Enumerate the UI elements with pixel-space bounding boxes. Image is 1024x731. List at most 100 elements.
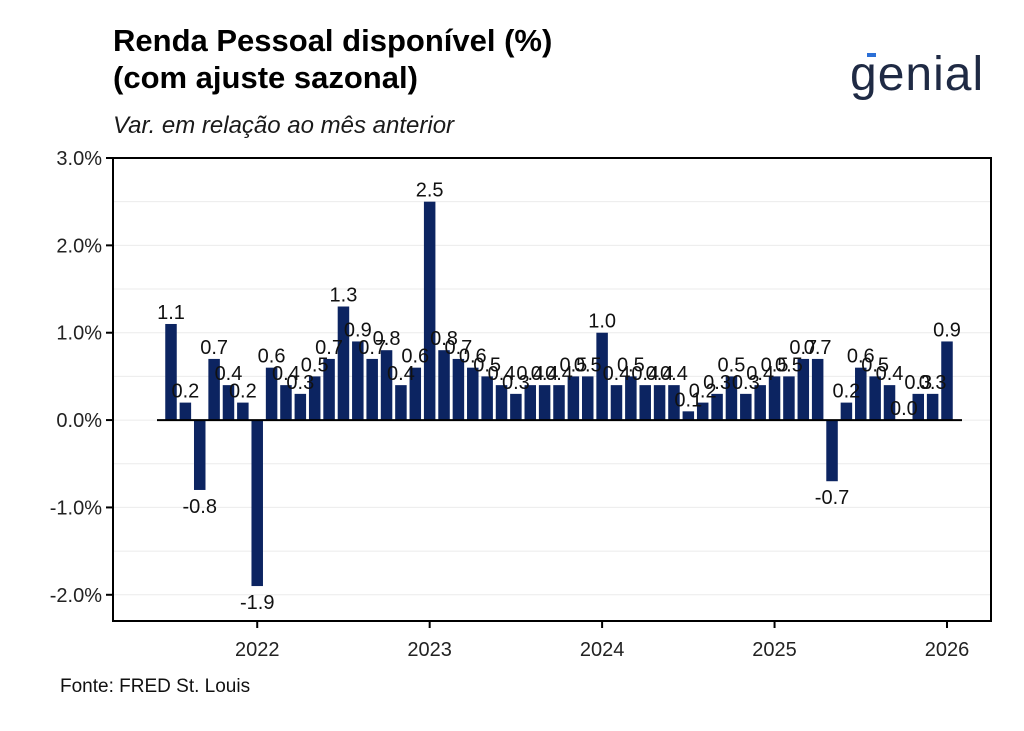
bar [926, 393, 939, 421]
x-tick-label: 2023 [407, 639, 452, 661]
bar [869, 376, 881, 421]
data-label: 0.4 [746, 363, 774, 385]
bar [280, 385, 292, 421]
bar [840, 402, 853, 421]
bar [237, 402, 249, 421]
bar [265, 367, 278, 421]
data-label: 0.3 [502, 372, 530, 394]
bar [251, 420, 263, 587]
chart-subtitle: Var. em relação ao mês anterior [113, 112, 455, 139]
data-label: 0.2 [229, 381, 257, 403]
bar [165, 323, 177, 421]
data-label: 0.4 [272, 363, 300, 385]
data-label: 0.7 [200, 337, 228, 359]
bar [639, 385, 651, 421]
bar [193, 420, 206, 490]
bar [883, 385, 896, 421]
data-label: 0.5 [761, 354, 789, 376]
x-tick-label: 2024 [580, 639, 625, 661]
bar [366, 358, 378, 421]
data-label: 0.4 [215, 363, 243, 385]
data-label: 0.4 [516, 363, 544, 385]
bar [380, 350, 393, 421]
data-label: 0.4 [631, 363, 659, 385]
bar [797, 358, 810, 421]
bar [524, 385, 537, 421]
data-label: -1.9 [240, 592, 274, 614]
bar [352, 341, 364, 421]
bar [423, 201, 436, 421]
data-label: 0.9 [933, 319, 961, 341]
bar [179, 402, 192, 421]
data-label: 0.2 [833, 381, 861, 403]
data-label: 0.3 [732, 372, 760, 394]
bar [553, 385, 565, 421]
data-label: 0.0 [890, 398, 918, 420]
bar [395, 385, 407, 421]
data-label: 0.7 [804, 337, 832, 359]
data-label: 1.3 [330, 285, 358, 307]
data-label: 1.0 [588, 311, 616, 333]
data-label: 0.4 [488, 363, 516, 385]
bar [725, 376, 738, 421]
chart-title: Renda Pessoal disponível (%) (com ajuste… [113, 23, 553, 95]
genial-logo: genial [850, 48, 1000, 112]
bar [610, 385, 623, 421]
data-label: 0.4 [531, 363, 559, 385]
data-label: 0.1 [674, 389, 702, 411]
bar [294, 393, 307, 421]
data-label: 0.5 [775, 354, 803, 376]
data-label: 0.5 [617, 354, 645, 376]
bar [467, 367, 479, 421]
x-tick-label: 2026 [925, 639, 970, 661]
bar [438, 350, 450, 421]
data-label: 0.5 [301, 354, 329, 376]
bar [668, 385, 680, 421]
bar [941, 341, 953, 421]
bar [323, 358, 335, 421]
data-label: 0.8 [373, 328, 401, 350]
data-label: 0.6 [401, 346, 429, 368]
data-label: 0.4 [646, 363, 674, 385]
bar [222, 385, 235, 421]
bar [625, 376, 637, 421]
y-tick-label: 2.0% [56, 235, 102, 257]
y-tick-label: 3.0% [56, 148, 102, 170]
data-label: 0.3 [919, 372, 947, 394]
data-label: 1.1 [157, 302, 185, 324]
data-label: 0.4 [876, 363, 904, 385]
data-label: 0.5 [718, 354, 746, 376]
bar [711, 393, 723, 421]
bar [783, 376, 795, 421]
bar [452, 358, 465, 421]
bar [696, 402, 709, 421]
data-label: 0.3 [703, 372, 731, 394]
data-label: 0.3 [286, 372, 314, 394]
bar [409, 367, 422, 421]
y-tick-label: 0.0% [56, 410, 102, 432]
y-tick-label: -2.0% [50, 585, 102, 607]
data-label: 0.7 [445, 337, 473, 359]
bar [308, 376, 321, 421]
bar [811, 358, 824, 421]
data-label: 0.6 [459, 346, 487, 368]
data-label: 0.4 [545, 363, 573, 385]
bar [481, 376, 493, 421]
plot-border [112, 157, 992, 622]
logo-accent-icon [867, 53, 876, 57]
bar [754, 385, 766, 421]
data-label: 0.5 [574, 354, 602, 376]
bar [337, 306, 350, 421]
data-label: 0.5 [861, 354, 889, 376]
bar [740, 393, 752, 421]
data-label: 0.7 [315, 337, 343, 359]
data-label: 0.5 [559, 354, 587, 376]
data-label: 0.2 [689, 381, 717, 403]
bar [653, 385, 666, 421]
bar [596, 332, 608, 421]
data-label: -0.7 [815, 487, 849, 509]
data-label: 0.8 [430, 328, 458, 350]
data-label: 0.7 [358, 337, 386, 359]
bar [682, 411, 695, 421]
